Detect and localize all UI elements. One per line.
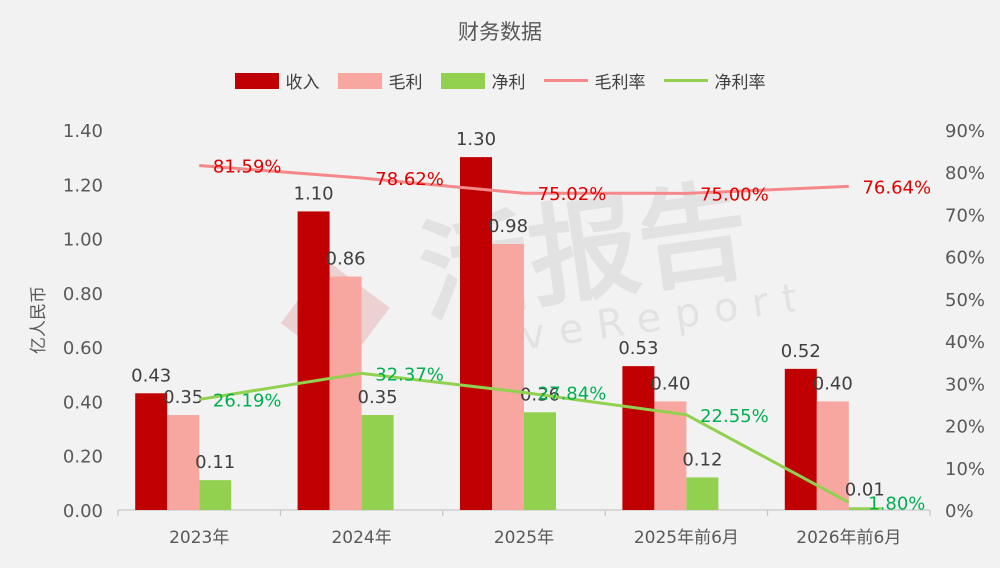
- line-value-label: 26.19%: [213, 390, 282, 411]
- line-value-label: 75.02%: [538, 184, 607, 205]
- chart-title: 财务数据: [458, 20, 542, 44]
- line-value-label: 75.00%: [700, 184, 769, 205]
- bar-value-label: 1.10: [294, 183, 334, 204]
- bar-2: [524, 412, 556, 510]
- bar-1: [816, 401, 849, 510]
- y-axis-title: 亿人民币: [29, 286, 49, 354]
- bar-value-label: 0.12: [682, 449, 722, 470]
- bar-value-label: 1.30: [456, 129, 496, 150]
- y2-tick-label: 20%: [945, 417, 985, 438]
- bar-0: [460, 157, 492, 510]
- y2-tick-label: 60%: [945, 248, 985, 269]
- line-value-label: 27.84%: [538, 383, 607, 404]
- y2-tick-label: 0%: [945, 501, 974, 522]
- y2-tick-label: 10%: [945, 459, 985, 480]
- bar-0: [135, 393, 168, 510]
- bar-value-label: 0.52: [781, 341, 821, 362]
- bar-1: [654, 401, 687, 510]
- line-value-label: 78.62%: [375, 169, 444, 190]
- bar-2: [686, 477, 719, 510]
- bar-2: [848, 507, 881, 510]
- bar-value-label: 0.40: [650, 373, 690, 394]
- y2-tick-label: 90%: [945, 121, 985, 142]
- bar-2: [199, 480, 232, 510]
- x-tick-label: 2025年: [494, 528, 554, 548]
- legend-item-net-margin[interactable]: 净利率: [663, 68, 766, 93]
- y2-tick-label: 30%: [945, 374, 985, 395]
- bar-value-label: 0.35: [358, 387, 398, 408]
- legend-item-net-profit[interactable]: 净利: [440, 68, 526, 93]
- bar-value-label: 0.43: [131, 365, 171, 386]
- legend-item-revenue[interactable]: 收入: [234, 68, 320, 93]
- y-tick-label: 0.60: [63, 338, 103, 359]
- y2-tick-label: 50%: [945, 290, 985, 311]
- legend-label-gross-margin: 毛利率: [594, 73, 646, 93]
- bar-0: [622, 366, 655, 510]
- x-tick-label: 2026年前6月: [796, 528, 901, 548]
- bar-value-label: 0.40: [813, 373, 853, 394]
- y2-tick-label: 40%: [945, 332, 985, 353]
- legend-swatch-net-profit: [440, 72, 485, 89]
- line-value-label: 1.80%: [868, 493, 925, 514]
- bar-value-label: 0.98: [488, 216, 528, 237]
- line-value-label: 22.55%: [700, 406, 769, 427]
- bar-value-label: 0.86: [326, 249, 366, 270]
- x-tick-label: 2024年: [331, 528, 391, 548]
- legend-swatch-revenue: [234, 72, 279, 89]
- legend-item-gross-margin[interactable]: 毛利率: [543, 68, 646, 93]
- y-tick-label: 0.00: [63, 501, 103, 522]
- legend-label-net-margin: 净利率: [714, 73, 766, 93]
- y-tick-label: 1.20: [63, 175, 103, 196]
- legend-swatch-gross-profit: [337, 72, 382, 89]
- x-tick-label: 2023年: [169, 528, 229, 548]
- legend-label-net-profit: 净利: [491, 73, 526, 93]
- bar-1: [167, 415, 200, 510]
- bar-value-label: 0.53: [618, 338, 658, 359]
- bar-value-label: 0.01: [845, 479, 885, 500]
- line-value-label: 76.64%: [862, 177, 931, 198]
- legend-swatch-net-margin: [663, 79, 708, 82]
- y-tick-label: 1.00: [63, 230, 103, 251]
- legend-label-revenue: 收入: [285, 73, 320, 93]
- bar-0: [297, 211, 330, 510]
- legend-item-gross-profit[interactable]: 毛利: [337, 68, 423, 93]
- bar-1: [492, 244, 524, 510]
- y2-tick-label: 70%: [945, 205, 985, 226]
- bar-value-label: 0.35: [163, 387, 203, 408]
- bar-0: [784, 368, 817, 510]
- y2-tick-label: 80%: [945, 163, 985, 184]
- y-tick-label: 0.80: [63, 284, 103, 305]
- legend-label-gross-profit: 毛利: [388, 73, 423, 93]
- bar-2: [361, 415, 394, 510]
- y-tick-label: 1.40: [63, 121, 103, 142]
- bar-1: [329, 276, 362, 510]
- line-value-label: 32.37%: [375, 364, 444, 385]
- x-tick-label: 2025年前6月: [634, 528, 739, 548]
- legend-swatch-gross-margin: [543, 79, 588, 82]
- line-value-label: 81.59%: [213, 157, 282, 178]
- legend: 收入 毛利 净利 毛利率 净利率: [0, 68, 1000, 93]
- y-tick-label: 0.20: [63, 447, 103, 468]
- line-series-0: [199, 164, 849, 195]
- y-tick-label: 0.40: [63, 392, 103, 413]
- line-series-1: [198, 371, 850, 504]
- bar-value-label: 0.11: [195, 452, 235, 473]
